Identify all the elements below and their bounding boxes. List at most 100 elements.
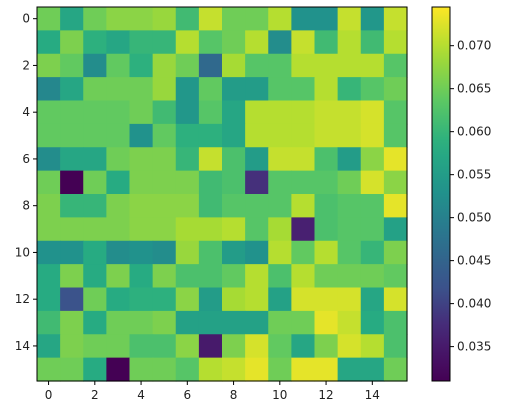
heatmap-cell — [198, 217, 223, 242]
heatmap-cell — [268, 217, 292, 242]
heatmap-cell — [198, 100, 223, 125]
heatmap-cell — [83, 240, 107, 265]
heatmap-cell — [106, 30, 131, 55]
heatmap-cell — [337, 100, 362, 125]
heatmap-cell — [314, 194, 339, 218]
heatmap-cell — [383, 310, 408, 335]
heatmap-cell — [245, 310, 269, 335]
heatmap-cell — [106, 100, 131, 125]
heatmap-cell — [383, 357, 408, 382]
heatmap-cell — [60, 30, 84, 55]
heatmap-cells — [37, 7, 408, 382]
y-tick-label: 6 — [22, 152, 30, 166]
heatmap-cell — [360, 287, 385, 312]
heatmap-cell — [222, 147, 246, 172]
heatmap-cell — [152, 240, 177, 265]
heatmap-cell — [37, 217, 61, 242]
colorbar-tick-label: 0.040 — [457, 297, 491, 311]
heatmap-cell — [360, 217, 385, 242]
heatmap-cell — [222, 240, 246, 265]
heatmap-cell — [337, 310, 362, 335]
heatmap-cell — [198, 194, 223, 218]
heatmap-cell — [245, 240, 269, 265]
heatmap-cell — [222, 334, 246, 359]
heatmap-cell — [222, 123, 246, 148]
heatmap-cell — [83, 310, 107, 335]
heatmap-cell — [129, 240, 154, 265]
heatmap-cell — [314, 123, 339, 148]
x-tick-label: 8 — [230, 388, 238, 402]
heatmap-cell — [175, 287, 200, 312]
heatmap-cell — [175, 357, 200, 382]
heatmap-cell — [106, 7, 131, 31]
x-tick-label: 4 — [137, 388, 145, 402]
heatmap-cell — [291, 287, 316, 312]
heatmap-cell — [175, 217, 200, 242]
heatmap-cell — [268, 310, 292, 335]
heatmap-cell — [198, 287, 223, 312]
heatmap-cell — [383, 334, 408, 359]
heatmap-cell — [106, 310, 131, 335]
heatmap-cell — [383, 217, 408, 242]
heatmap-cell — [129, 217, 154, 242]
heatmap-cell — [152, 7, 177, 31]
heatmap-cell — [314, 240, 339, 265]
y-tick-label: 4 — [22, 105, 30, 119]
heatmap-cell — [337, 217, 362, 242]
x-tick-label: 12 — [318, 388, 333, 402]
heatmap-cell — [268, 194, 292, 218]
heatmap-cell — [291, 30, 316, 55]
heatmap-cell — [152, 194, 177, 218]
heatmap-cell — [106, 334, 131, 359]
heatmap-cell — [222, 30, 246, 55]
heatmap-cell — [268, 357, 292, 382]
heatmap-cell — [245, 7, 269, 31]
heatmap-cell — [314, 77, 339, 102]
heatmap-cell — [360, 100, 385, 125]
heatmap-cell — [383, 123, 408, 148]
heatmap-cell — [60, 53, 84, 78]
heatmap-cell — [106, 170, 131, 195]
heatmap-cell — [383, 194, 408, 218]
heatmap-cell — [360, 7, 385, 31]
colorbar-tick-label: 0.045 — [457, 254, 491, 268]
heatmap-cell — [106, 123, 131, 148]
heatmap-cell — [291, 147, 316, 172]
heatmap-cell — [291, 7, 316, 31]
heatmap-cell — [314, 217, 339, 242]
colorbar-tick-label: 0.055 — [457, 168, 491, 182]
heatmap-cell — [198, 334, 223, 359]
x-tick-label: 14 — [365, 388, 380, 402]
x-tick-label: 6 — [183, 388, 191, 402]
heatmap-cell — [60, 194, 84, 218]
heatmap-cell — [360, 194, 385, 218]
heatmap-cell — [314, 147, 339, 172]
heatmap-cell — [83, 100, 107, 125]
heatmap-cell — [268, 30, 292, 55]
heatmap-cell — [245, 100, 269, 125]
heatmap-cell — [222, 7, 246, 31]
heatmap-cell — [37, 7, 61, 31]
heatmap-cell — [337, 170, 362, 195]
heatmap-cell — [129, 334, 154, 359]
x-axis: 0 2 4 6 8 10 12 14 — [45, 381, 380, 402]
heatmap-cell — [198, 264, 223, 289]
heatmap-cell — [152, 30, 177, 55]
heatmap-cell — [129, 264, 154, 289]
heatmap-cell — [245, 170, 269, 195]
heatmap-cell — [152, 170, 177, 195]
heatmap-cell — [60, 123, 84, 148]
heatmap-cell — [222, 100, 246, 125]
heatmap-cell — [198, 240, 223, 265]
heatmap-cell — [175, 310, 200, 335]
heatmap-cell — [245, 77, 269, 102]
heatmap-cell — [129, 123, 154, 148]
heatmap-cell — [60, 100, 84, 125]
heatmap-cell — [337, 30, 362, 55]
heatmap-cell — [37, 123, 61, 148]
heatmap-cell — [245, 53, 269, 78]
heatmap-cell — [268, 123, 292, 148]
heatmap-cell — [383, 53, 408, 78]
heatmap-cell — [291, 123, 316, 148]
heatmap-cell — [222, 357, 246, 382]
